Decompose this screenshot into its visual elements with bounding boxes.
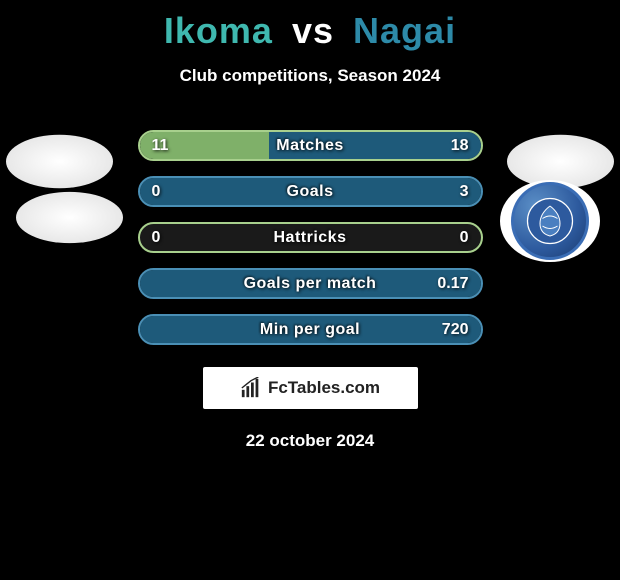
- stat-bar-matches: 11 Matches 18: [138, 130, 483, 161]
- stat-right-value: 720: [442, 321, 469, 339]
- club-logo-inner: [511, 182, 589, 260]
- stat-bar-goals-per-match: Goals per match 0.17: [138, 268, 483, 299]
- stat-label: Matches: [140, 137, 481, 155]
- stat-right-value: 18: [451, 137, 469, 155]
- player2-name: Nagai: [353, 10, 456, 51]
- stat-label: Goals per match: [140, 275, 481, 293]
- subtitle: Club competitions, Season 2024: [180, 66, 441, 86]
- player2-club-logo: [500, 180, 600, 262]
- branding-text: FcTables.com: [268, 378, 380, 398]
- stat-bar-goals: 0 Goals 3: [138, 176, 483, 207]
- club-crest-icon: [525, 196, 575, 246]
- stat-right-value: 0.17: [437, 275, 468, 293]
- stat-label: Hattricks: [140, 229, 481, 247]
- page-title: Ikoma vs Nagai: [164, 10, 456, 52]
- stats-bars: 11 Matches 18 0 Goals 3 0 Hattricks 0 Go…: [138, 130, 483, 345]
- player1-name: Ikoma: [164, 10, 273, 51]
- stat-bar-hattricks: 0 Hattricks 0: [138, 222, 483, 253]
- player1-avatar: [6, 135, 113, 189]
- stat-right-value: 0: [460, 229, 469, 247]
- branding-badge[interactable]: FcTables.com: [203, 367, 418, 409]
- stat-label: Goals: [140, 183, 481, 201]
- stat-bar-min-per-goal: Min per goal 720: [138, 314, 483, 345]
- player1-club-placeholder: [16, 192, 123, 243]
- chart-icon: [240, 377, 262, 399]
- date-label: 22 october 2024: [246, 431, 375, 451]
- comparison-widget: Ikoma vs Nagai Club competitions, Season…: [0, 0, 620, 451]
- stat-right-value: 3: [460, 183, 469, 201]
- stat-label: Min per goal: [140, 321, 481, 339]
- vs-separator: vs: [292, 10, 334, 51]
